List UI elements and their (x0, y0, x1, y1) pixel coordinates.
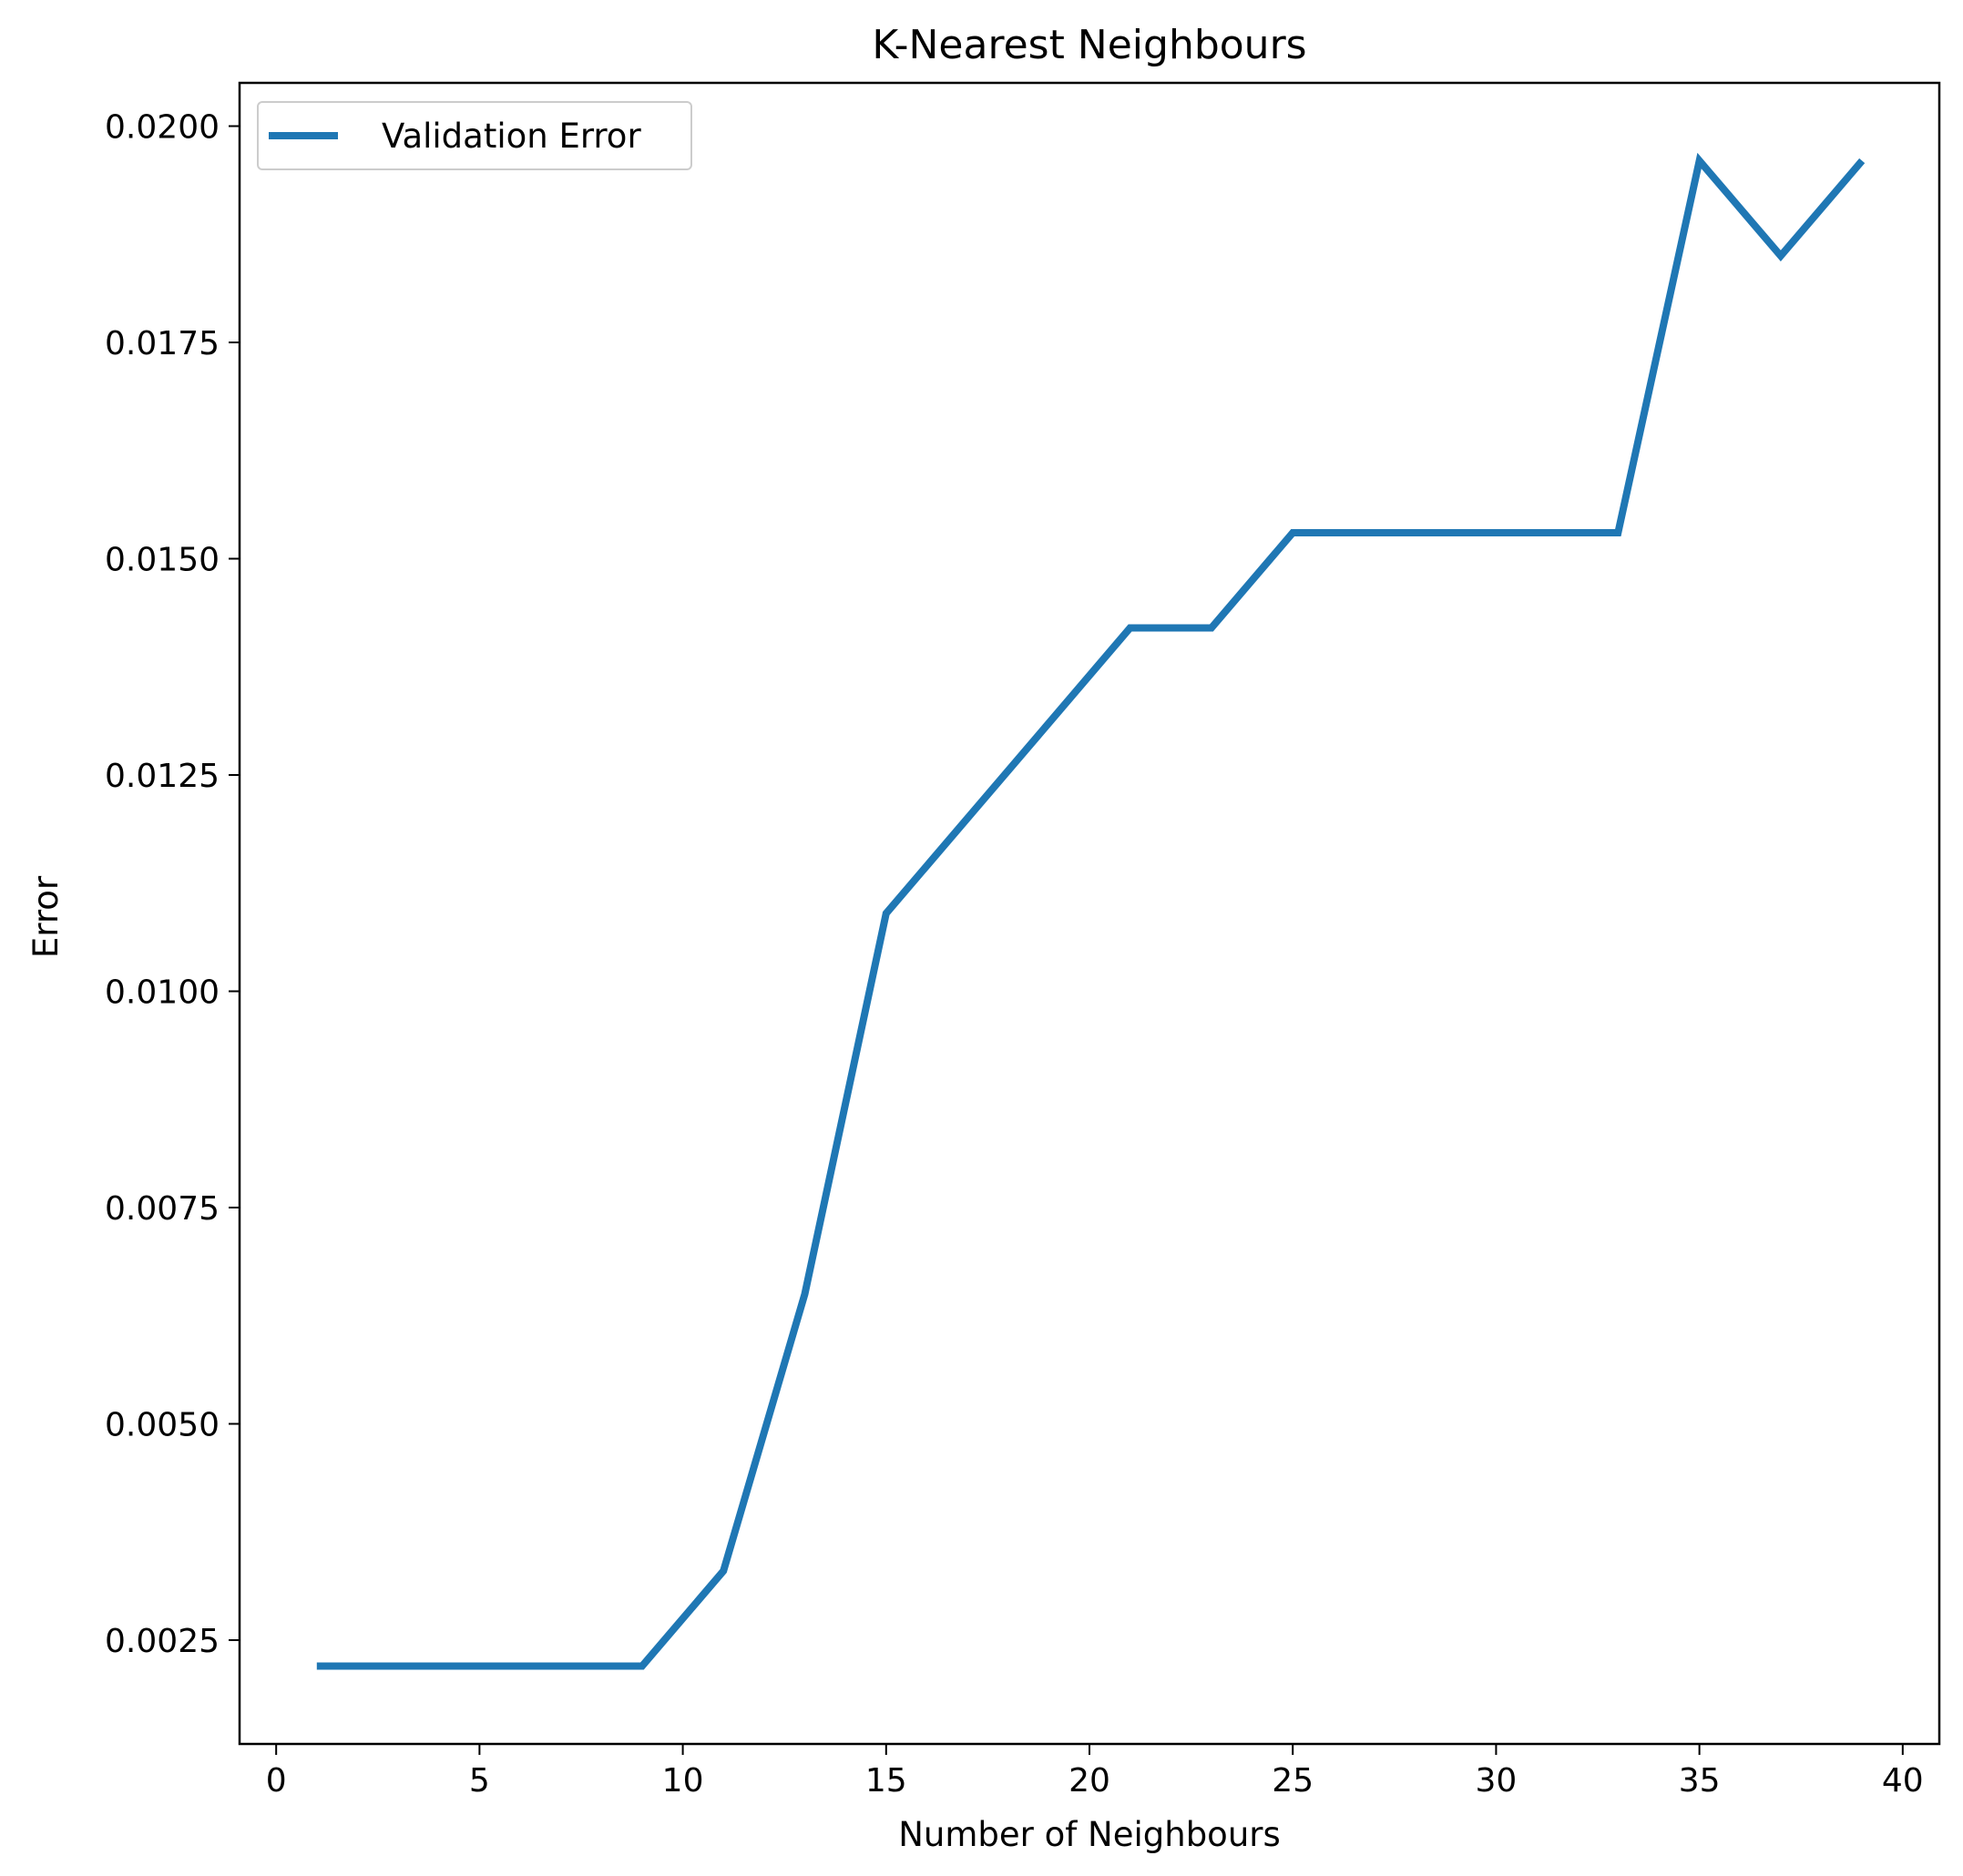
y-tick-label: 0.0050 (105, 1407, 220, 1444)
series-group (316, 152, 1866, 1670)
x-tick-label: 20 (1068, 1762, 1110, 1800)
x-tick-label: 30 (1476, 1762, 1518, 1800)
axis-ticks: 0 5 10 15 20 25 30 35 40 0.0025 0.0050 0.0075 0.0100… (105, 109, 1924, 1800)
y-tick-label: 0.0175 (105, 325, 220, 362)
plot-frame (238, 81, 1941, 1746)
x-tick-label: 5 (469, 1762, 490, 1800)
y-tick-label: 0.0125 (105, 758, 220, 795)
x-tick-label: 35 (1679, 1762, 1721, 1800)
y-tick-label: 0.0150 (105, 542, 220, 579)
y-tick-label: 0.0025 (105, 1623, 220, 1660)
x-tick-label: 0 (266, 1762, 287, 1800)
x-tick-label: 15 (865, 1762, 907, 1800)
legend-label: Validation Error (382, 117, 641, 156)
x-axis-label: Number of Neighbours (898, 1815, 1281, 1854)
legend: Validation Error (257, 101, 692, 170)
y-axis-label: Error (26, 875, 66, 958)
x-tick-label: 25 (1272, 1762, 1314, 1800)
legend-box (257, 101, 692, 170)
y-tick-label: 0.0100 (105, 974, 220, 1012)
x-tick-label: 10 (662, 1762, 704, 1800)
series-line-0 (316, 152, 1866, 1670)
y-tick-label: 0.0200 (105, 109, 220, 147)
x-tick-label: 40 (1882, 1762, 1924, 1800)
y-tick-label: 0.0075 (105, 1190, 220, 1228)
chart-title: K-Nearest Neighbours (872, 22, 1306, 68)
